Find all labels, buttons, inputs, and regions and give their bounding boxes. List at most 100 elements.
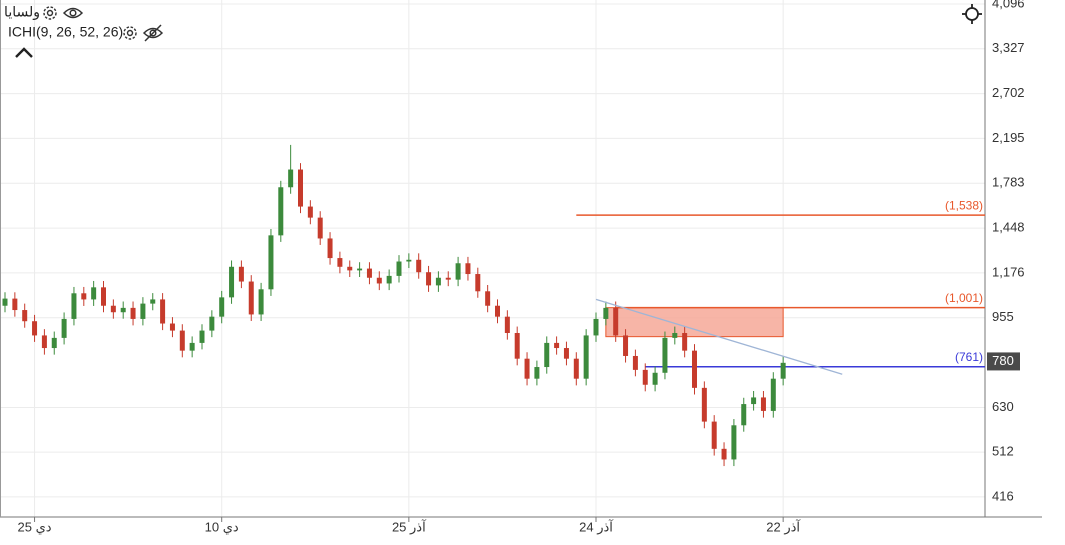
- y-tick-label: 3,327: [992, 40, 1025, 55]
- x-tick-label: دي 25: [18, 519, 52, 534]
- candle-body: [130, 307, 136, 319]
- indicator-settings-icon[interactable]: [123, 26, 137, 40]
- candle-body: [337, 258, 343, 267]
- y-tick-label: 630: [992, 399, 1014, 414]
- candle-body: [603, 307, 609, 319]
- candle-body: [711, 421, 717, 449]
- candle-body: [485, 291, 491, 306]
- y-tick-label: 2,702: [992, 85, 1025, 100]
- candle-body: [160, 299, 166, 324]
- candle-body: [396, 261, 402, 276]
- crosshair-button[interactable]: [962, 4, 982, 24]
- candle-body: [22, 310, 28, 322]
- candle-body: [386, 275, 392, 284]
- last-price-label: 780: [992, 353, 1014, 368]
- indicator-hidden-icon[interactable]: [142, 24, 164, 42]
- candle-body: [41, 335, 47, 349]
- candle-body: [721, 448, 727, 460]
- candle-body: [632, 355, 638, 370]
- candle-body: [376, 277, 382, 284]
- candle-body: [554, 342, 560, 349]
- candle-body: [495, 305, 500, 317]
- candle-body: [327, 238, 333, 259]
- candle-body: [455, 263, 461, 280]
- candle-body: [692, 350, 697, 388]
- last-price-box: [987, 352, 1020, 371]
- candle-body: [445, 277, 451, 280]
- candle-body: [61, 318, 67, 338]
- candle-body: [140, 303, 146, 319]
- candle-body: [770, 378, 776, 411]
- x-tick-label: آذر 22: [766, 518, 801, 535]
- symbol-title: ولسایا: [4, 4, 40, 21]
- y-tick-label: 1,448: [992, 220, 1025, 235]
- candle-body: [426, 272, 432, 286]
- candle-body: [2, 298, 8, 306]
- indicator-label: ICHI(9, 26, 52, 26): [8, 24, 123, 40]
- candle-body: [662, 337, 668, 373]
- candle-body: [465, 263, 471, 275]
- y-tick-label: 1,176: [992, 264, 1025, 279]
- candle-body: [219, 297, 225, 317]
- candle-body: [169, 323, 175, 331]
- plot: [2, 144, 985, 467]
- candle-body: [101, 287, 106, 306]
- candle-body: [317, 217, 323, 239]
- candle-body: [347, 266, 353, 271]
- trend-line: [595, 298, 843, 375]
- candle-body: [298, 169, 303, 207]
- candle-body: [258, 289, 264, 315]
- candle-body: [741, 404, 747, 426]
- supply-zone: [605, 307, 784, 338]
- candle-body: [760, 397, 766, 411]
- candle-body: [613, 307, 619, 336]
- y-tick-label: 512: [992, 444, 1014, 459]
- candle-body: [682, 332, 688, 351]
- candle-body: [110, 305, 116, 313]
- candle-body: [238, 266, 244, 282]
- candle-body: [524, 358, 530, 379]
- candle-body: [229, 266, 235, 298]
- settings-icon[interactable]: [43, 6, 57, 20]
- candle-body: [534, 367, 540, 379]
- candle-body: [623, 335, 629, 356]
- candle-body: [189, 342, 195, 351]
- candle-body: [150, 299, 156, 304]
- candle-body: [288, 169, 294, 188]
- candle-body: [366, 268, 372, 278]
- candle-body: [248, 281, 254, 315]
- price-line-label: (1,001): [945, 291, 983, 305]
- candle-body: [672, 332, 678, 338]
- candle-body: [751, 397, 757, 405]
- price-line-label: (761): [955, 350, 983, 364]
- candle-body: [573, 358, 579, 379]
- candle-body: [514, 332, 520, 359]
- candle-body: [652, 372, 658, 385]
- candle-body: [120, 307, 126, 313]
- price-line-label: (1,538): [945, 198, 983, 212]
- candle-body: [32, 321, 38, 336]
- candle-body: [780, 362, 786, 379]
- y-tick-label: 4,096: [992, 0, 1025, 10]
- candle-body: [563, 348, 569, 359]
- candle-body: [51, 337, 57, 349]
- candle-body: [544, 342, 550, 368]
- candle-body: [91, 287, 97, 300]
- visibility-icon[interactable]: [62, 7, 84, 19]
- candle-body: [731, 425, 737, 460]
- candle-body: [307, 206, 313, 218]
- candle-body: [642, 369, 648, 385]
- candle-body: [416, 259, 422, 273]
- candle-body: [199, 330, 205, 343]
- candle-body: [81, 293, 87, 300]
- y-tick-label: 2,195: [992, 130, 1025, 145]
- candle-body: [701, 387, 707, 422]
- candle-body: [12, 298, 18, 311]
- y-tick-label: 1,783: [992, 175, 1025, 190]
- x-tick-label: آذر 25: [392, 518, 427, 535]
- y-tick-label: 955: [992, 309, 1014, 324]
- collapse-button[interactable]: [15, 47, 33, 58]
- candle-body: [268, 235, 274, 290]
- candle-body: [209, 316, 215, 331]
